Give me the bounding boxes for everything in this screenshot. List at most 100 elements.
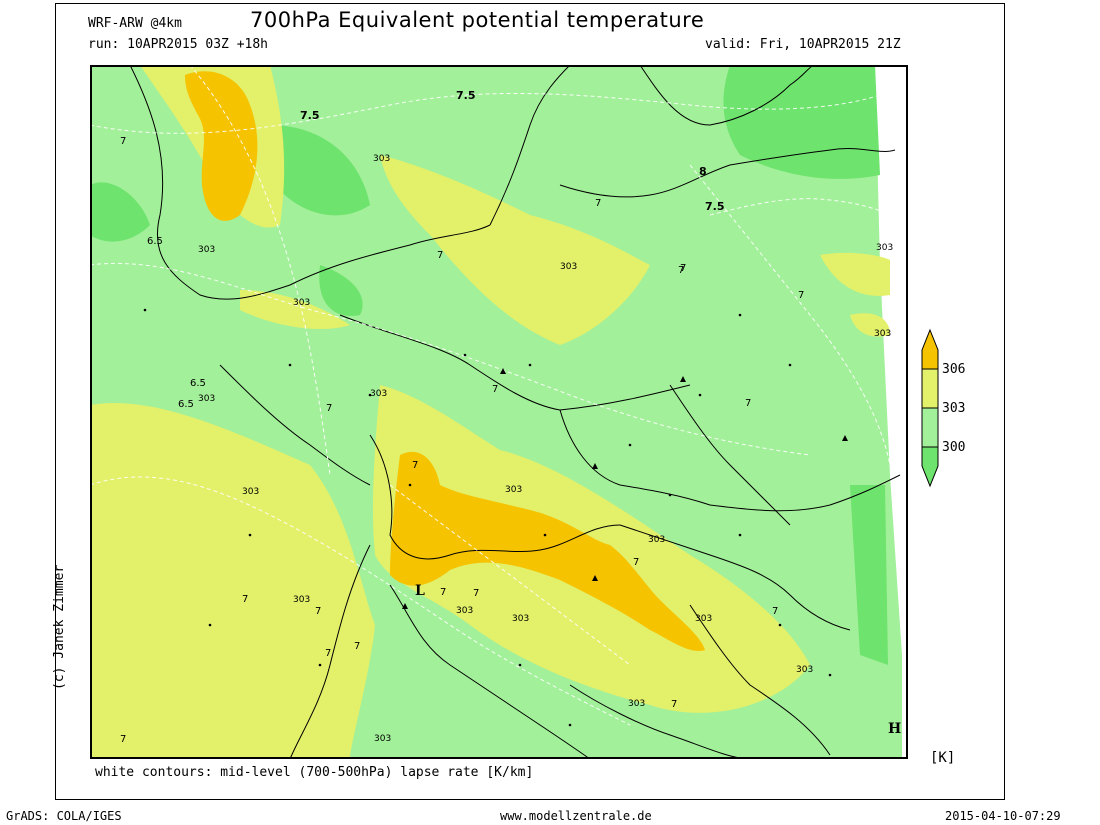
lapse-rate-label: 6.5	[147, 236, 163, 247]
peak-marker	[592, 463, 598, 469]
run-label: run: 10APR2015 03Z +18h	[88, 37, 269, 52]
contour-label-303: 303	[370, 389, 387, 399]
city-dot	[568, 723, 572, 727]
lapse-rate-label: 7	[492, 384, 498, 395]
plot-frame	[55, 3, 1005, 800]
lapse-rate-label: 7	[595, 198, 601, 209]
city-dot	[698, 393, 702, 397]
legend-label-306: 306	[942, 362, 966, 377]
lapse-rate-label: 7	[473, 588, 479, 599]
lapse-rate-label: 7	[315, 606, 321, 617]
region-303-306	[380, 155, 650, 345]
city-dot	[788, 363, 792, 367]
timestamp: 2015-04-10-07:29	[945, 809, 1061, 823]
lapse-rate-label: 7	[326, 403, 332, 414]
contour-label-303: 303	[373, 154, 390, 164]
contour-label-303: 303	[198, 394, 215, 404]
city-dot	[628, 443, 632, 447]
lapse-rate-label-bold: 8	[699, 165, 707, 178]
unit-label: [K]	[930, 750, 956, 766]
contour-label-303: 303	[648, 535, 665, 545]
legend-300-303	[921, 407, 939, 448]
city-dot	[318, 663, 322, 667]
lapse-rate-contour	[189, 65, 331, 476]
city-dot	[668, 493, 672, 497]
contour-label-303: 303	[796, 665, 813, 675]
lapse-rate-label: 7	[798, 290, 804, 301]
coastline	[129, 65, 491, 300]
lapse-rate-contour	[689, 164, 891, 466]
legend-303-306	[921, 368, 939, 409]
city-dot	[208, 623, 212, 627]
contour-note: white contours: mid-level (700-500hPa) l…	[95, 765, 534, 780]
lapse-rate-label-bold: 7.5	[300, 109, 320, 122]
valid-label: valid: Fri, 10APR2015 21Z	[705, 37, 901, 52]
country-border	[689, 604, 831, 756]
map-border	[90, 65, 908, 759]
lapse-rate-label: 7	[680, 263, 686, 274]
city-dot	[248, 533, 252, 537]
contour-label-303: 303	[874, 329, 891, 339]
city-dot	[738, 533, 742, 537]
high-pressure-mark: H	[888, 721, 901, 737]
country-border	[619, 524, 851, 631]
city-dot	[143, 308, 147, 312]
color-legend	[921, 328, 939, 488]
coastline	[639, 65, 816, 126]
country-border	[339, 314, 691, 411]
theta-e-map: L H 303 303 303 303 303 303 303 303 303 …	[90, 65, 908, 759]
contour-label-303: 303	[198, 245, 215, 255]
lapse-rate-label: 6.5	[178, 399, 194, 410]
contour-label-303: 303	[374, 734, 391, 744]
lapse-rate-label: 7	[745, 398, 751, 409]
city-dot	[543, 533, 547, 537]
country-border	[369, 434, 621, 560]
contour-label-303: 303	[293, 298, 310, 308]
contour-label-303: 303	[242, 487, 259, 497]
contour-label-303: 303	[876, 243, 893, 253]
lapse-rate-label: 7	[633, 557, 639, 568]
peak-marker	[592, 575, 598, 581]
legend-below-300	[921, 446, 939, 488]
lapse-rate-contour	[709, 198, 891, 216]
contour-label-303: 303	[505, 485, 522, 495]
region-303-306	[820, 252, 890, 296]
peak-marker	[842, 435, 848, 441]
country-border	[669, 384, 791, 526]
low-pressure-mark: L	[415, 583, 425, 599]
region-303-306	[240, 290, 350, 330]
coastline	[569, 684, 751, 759]
city-dot	[738, 313, 742, 317]
region-303-306	[850, 313, 890, 337]
region-above-306	[390, 451, 705, 651]
domain-edge	[875, 65, 908, 759]
city-dot	[288, 363, 292, 367]
contour-label-303: 303	[456, 606, 473, 616]
lapse-rate-label: 7	[678, 265, 684, 276]
lapse-rate-label: 7	[772, 606, 778, 617]
legend-label-300: 300	[942, 440, 966, 455]
lapse-rate-label: 7	[440, 587, 446, 598]
region-below-300	[723, 65, 880, 179]
software-credit: GrADS: COLA/IGES	[6, 809, 122, 823]
lapse-rate-label-bold: 7.5	[456, 89, 476, 102]
region-below-300	[319, 265, 363, 316]
region-above-306	[185, 71, 258, 221]
lapse-rate-label: 7	[242, 594, 248, 605]
lapse-rate-label-bold: 7.5	[705, 200, 725, 213]
lapse-rate-label: 7	[354, 641, 360, 652]
model-label: WRF-ARW @4km	[88, 16, 182, 31]
lapse-rate-label: 7	[120, 136, 126, 147]
peak-marker	[500, 368, 506, 374]
lapse-rate-label: 7	[437, 250, 443, 261]
city-dot	[778, 623, 782, 627]
peak-marker	[680, 376, 686, 382]
coastline	[489, 65, 571, 226]
lapse-rate-contour	[389, 484, 631, 666]
city-dot	[408, 483, 412, 487]
lapse-rate-label: 6.5	[190, 378, 206, 389]
website-link[interactable]: www.modellzentrale.de	[500, 809, 652, 823]
contour-label-303: 303	[628, 699, 645, 709]
coastline	[559, 148, 896, 198]
lapse-rate-label: 7	[120, 734, 126, 745]
